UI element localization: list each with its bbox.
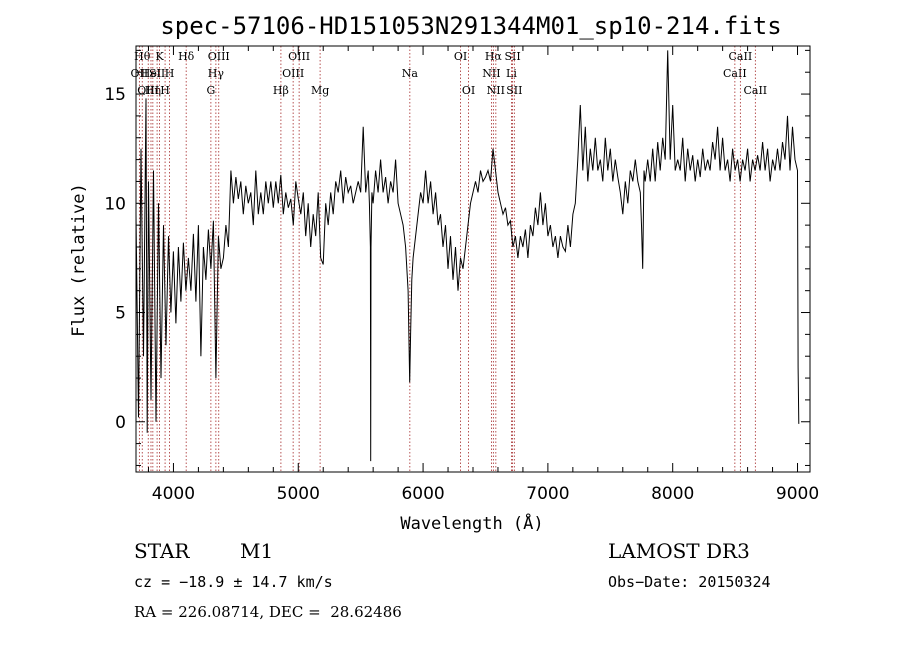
chart-title: spec-57106-HD151053N291344M01_sp10-214.f… bbox=[160, 12, 781, 40]
x-tick-label: 4000 bbox=[152, 484, 195, 504]
y-tick-label: 5 bbox=[115, 304, 126, 324]
line-marker-label: Hθ bbox=[134, 50, 151, 63]
line-marker-label: CaII bbox=[729, 50, 753, 63]
line-marker-label: OII bbox=[131, 67, 149, 80]
x-tick-label: 5000 bbox=[277, 484, 320, 504]
x-tick-label: 7000 bbox=[526, 484, 569, 504]
line-marker-label: Mg bbox=[311, 84, 329, 97]
line-marker-label: HeI bbox=[141, 67, 161, 80]
line-marker-label: SII bbox=[506, 84, 522, 97]
y-tick-label: 10 bbox=[104, 194, 126, 214]
line-marker-label: G bbox=[206, 84, 215, 97]
line-marker-label: Hγ bbox=[208, 67, 225, 80]
object-class: STAR bbox=[134, 539, 190, 563]
line-marker-group: OIIHθOIIIHeIHηSIIKHHHδGHγOIIIHβOIIIOIIIM… bbox=[131, 46, 767, 472]
coordinates: RA = 226.08714, DEC = 28.62486 bbox=[134, 603, 402, 621]
line-marker-label: CaII bbox=[723, 67, 747, 80]
object-subclass: M1 bbox=[240, 539, 274, 563]
line-marker-label: H bbox=[165, 67, 175, 80]
y-tick-label: 15 bbox=[104, 85, 126, 105]
survey-name: LAMOST DR3 bbox=[608, 539, 750, 563]
line-marker-label: OIII bbox=[282, 67, 304, 80]
line-marker-label: Hδ bbox=[178, 50, 195, 63]
line-marker-label: NII bbox=[487, 84, 505, 97]
line-marker-label: SII bbox=[149, 67, 165, 80]
x-tick-label: 9000 bbox=[776, 484, 819, 504]
spectrum-line bbox=[135, 50, 800, 462]
y-axis: 0 5 10 15 bbox=[104, 49, 810, 466]
y-tick-label: 0 bbox=[115, 413, 126, 433]
line-marker-label: Hα bbox=[485, 50, 503, 63]
plot-frame bbox=[135, 45, 811, 473]
x-tick-label: 6000 bbox=[401, 484, 444, 504]
y-axis-label: Flux (relative) bbox=[69, 183, 89, 337]
line-marker-label: SII bbox=[504, 50, 520, 63]
line-marker-label: Hη bbox=[145, 84, 161, 97]
line-marker-label: H bbox=[160, 84, 170, 97]
x-tick-label: 8000 bbox=[651, 484, 694, 504]
x-axis: 4000 5000 6000 7000 8000 9000 bbox=[147, 46, 819, 504]
line-marker-label: K bbox=[155, 50, 164, 63]
line-marker-label: CaII bbox=[743, 84, 767, 97]
line-marker-label: OI bbox=[454, 50, 467, 63]
line-marker-label: OI bbox=[462, 84, 475, 97]
plot-border bbox=[135, 45, 811, 473]
line-marker-label: NII bbox=[482, 67, 500, 80]
line-marker-label: OIII bbox=[288, 50, 310, 63]
redshift-velocity: cz = −18.9 ± 14.7 km/s bbox=[134, 573, 333, 591]
line-marker-label: Na bbox=[402, 67, 419, 80]
line-marker-label: Li bbox=[506, 67, 517, 80]
x-axis-label: Wavelength (Å) bbox=[400, 512, 543, 534]
line-marker-label: OIII bbox=[208, 50, 230, 63]
line-marker-label: Hβ bbox=[273, 84, 289, 97]
observation-date: Obs−Date: 20150324 bbox=[608, 573, 771, 591]
